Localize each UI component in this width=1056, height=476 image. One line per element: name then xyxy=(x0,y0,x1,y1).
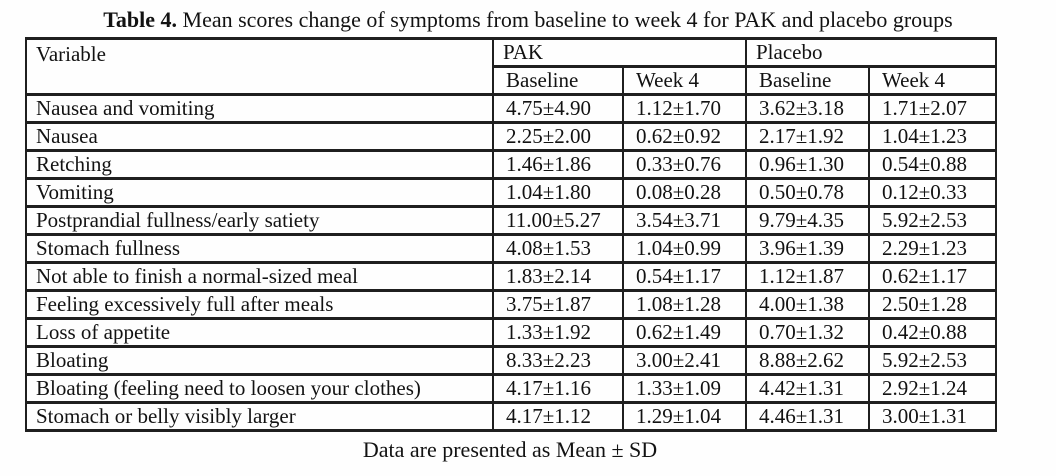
table-row: Feeling excessively full after meals 3.7… xyxy=(25,289,998,320)
header-placebo-week4: Week 4 xyxy=(867,65,998,96)
cell-pak-week4: 0.08±0.28 xyxy=(622,177,747,208)
cell-variable: Postprandial fullness/early satiety xyxy=(25,205,494,236)
cell-variable: Not able to finish a normal-sized meal xyxy=(25,261,494,292)
cell-pak-week4: 1.33±1.09 xyxy=(622,373,747,404)
cell-pak-week4: 3.54±3.71 xyxy=(622,205,747,236)
cell-pak-baseline: 4.17±1.12 xyxy=(492,401,624,432)
cell-placebo-week4: 5.92±2.53 xyxy=(867,345,998,376)
cell-placebo-week4: 0.12±0.33 xyxy=(867,177,998,208)
table-row: Nausea 2.25±2.00 0.62±0.92 2.17±1.92 1.0… xyxy=(25,121,998,152)
table-row: Postprandial fullness/early satiety 11.0… xyxy=(25,205,998,236)
cell-pak-baseline: 4.75±4.90 xyxy=(492,93,624,124)
cell-pak-week4: 1.29±1.04 xyxy=(622,401,747,432)
cell-pak-baseline: 2.25±2.00 xyxy=(492,121,624,152)
cell-placebo-baseline: 1.12±1.87 xyxy=(745,261,870,292)
cell-placebo-baseline: 4.00±1.38 xyxy=(745,289,870,320)
header-row-groups: Variable PAK Placebo xyxy=(25,37,998,96)
header-row-subcolumns: Baseline Week 4 Baseline Week 4 xyxy=(26,65,998,96)
cell-pak-baseline: 1.33±1.92 xyxy=(492,317,624,348)
table-body: Nausea and vomiting 4.75±4.90 1.12±1.70 … xyxy=(25,93,998,432)
cell-pak-baseline: 3.75±1.87 xyxy=(492,289,624,320)
cell-placebo-baseline: 8.88±2.62 xyxy=(745,345,870,376)
cell-variable: Feeling excessively full after meals xyxy=(25,289,494,320)
cell-placebo-week4: 3.00±1.31 xyxy=(867,401,998,432)
cell-pak-baseline: 8.33±2.23 xyxy=(492,345,624,376)
cell-pak-baseline: 4.08±1.53 xyxy=(492,233,624,264)
cell-pak-week4: 3.00±2.41 xyxy=(622,345,747,376)
cell-placebo-week4: 0.42±0.88 xyxy=(867,317,998,348)
cell-placebo-baseline: 0.96±1.30 xyxy=(745,149,870,180)
table-row: Stomach or belly visibly larger 4.17±1.1… xyxy=(25,401,998,432)
header-group-pak: PAK xyxy=(492,37,747,68)
cell-pak-baseline: 11.00±5.27 xyxy=(492,205,624,236)
table-row: Retching 1.46±1.86 0.33±0.76 0.96±1.30 0… xyxy=(25,149,998,180)
cell-placebo-week4: 2.29±1.23 xyxy=(867,233,998,264)
cell-pak-week4: 0.33±0.76 xyxy=(622,149,747,180)
cell-placebo-baseline: 3.96±1.39 xyxy=(745,233,870,264)
table-header: Variable PAK Placebo Baseline Week 4 Bas… xyxy=(25,37,998,96)
cell-pak-week4: 0.54±1.17 xyxy=(622,261,747,292)
header-group-placebo: Placebo xyxy=(744,37,998,68)
cell-pak-week4: 1.04±0.99 xyxy=(622,233,747,264)
cell-variable: Nausea and vomiting xyxy=(25,93,494,124)
cell-placebo-week4: 2.92±1.24 xyxy=(867,373,998,404)
cell-variable: Nausea xyxy=(25,121,494,152)
table-row: Loss of appetite 1.33±1.92 0.62±1.49 0.7… xyxy=(25,317,998,348)
cell-pak-baseline: 4.17±1.16 xyxy=(492,373,624,404)
cell-variable: Stomach or belly visibly larger xyxy=(25,401,494,432)
table-caption-text: Mean scores change of symptoms from base… xyxy=(182,7,953,32)
cell-variable: Stomach fullness xyxy=(25,233,494,264)
cell-placebo-baseline: 0.50±0.78 xyxy=(745,177,870,208)
cell-variable: Loss of appetite xyxy=(25,317,494,348)
cell-pak-baseline: 1.04±1.80 xyxy=(492,177,624,208)
cell-pak-week4: 1.12±1.70 xyxy=(622,93,747,124)
cell-placebo-baseline: 9.79±4.35 xyxy=(745,205,870,236)
table-row: Vomiting 1.04±1.80 0.08±0.28 0.50±0.78 0… xyxy=(25,177,998,208)
cell-placebo-baseline: 2.17±1.92 xyxy=(745,121,870,152)
cell-variable: Retching xyxy=(25,149,494,180)
table-row: Bloating (feeling need to loosen your cl… xyxy=(25,373,998,404)
table-row: Stomach fullness 4.08±1.53 1.04±0.99 3.9… xyxy=(25,233,998,264)
table-caption: Table 4. Mean scores change of symptoms … xyxy=(0,5,1056,34)
cell-pak-week4: 0.62±0.92 xyxy=(622,121,747,152)
cell-placebo-week4: 2.50±1.28 xyxy=(867,289,998,320)
cell-placebo-week4: 1.04±1.23 xyxy=(867,121,998,152)
table-row: Not able to finish a normal-sized meal 1… xyxy=(25,261,998,292)
cell-placebo-week4: 0.62±1.17 xyxy=(867,261,998,292)
cell-placebo-baseline: 0.70±1.32 xyxy=(745,317,870,348)
table-row: Bloating 8.33±2.23 3.00±2.41 8.88±2.62 5… xyxy=(25,345,998,376)
cell-placebo-baseline: 4.46±1.31 xyxy=(745,401,870,432)
symptoms-table: Variable PAK Placebo Baseline Week 4 Bas… xyxy=(25,37,998,432)
cell-pak-baseline: 1.83±2.14 xyxy=(492,261,624,292)
header-variable: Variable xyxy=(25,37,494,96)
header-pak-baseline: Baseline xyxy=(492,65,624,96)
table-footnote: Data are presented as Mean ± SD xyxy=(362,437,658,462)
cell-placebo-baseline: 3.62±3.18 xyxy=(745,93,870,124)
cell-pak-week4: 1.08±1.28 xyxy=(622,289,747,320)
cell-placebo-week4: 0.54±0.88 xyxy=(867,149,998,180)
cell-variable: Bloating xyxy=(25,345,494,376)
table-caption-label: Table 4. xyxy=(103,7,178,32)
cell-pak-week4: 0.62±1.49 xyxy=(622,317,747,348)
cell-placebo-baseline: 4.42±1.31 xyxy=(745,373,870,404)
cell-pak-baseline: 1.46±1.86 xyxy=(492,149,624,180)
table-row: Nausea and vomiting 4.75±4.90 1.12±1.70 … xyxy=(25,93,998,124)
cell-placebo-week4: 1.71±2.07 xyxy=(867,93,998,124)
header-pak-week4: Week 4 xyxy=(622,65,747,96)
cell-variable: Bloating (feeling need to loosen your cl… xyxy=(25,373,494,404)
header-placebo-baseline: Baseline xyxy=(745,65,870,96)
cell-placebo-week4: 5.92±2.53 xyxy=(867,205,998,236)
cell-variable: Vomiting xyxy=(25,177,494,208)
